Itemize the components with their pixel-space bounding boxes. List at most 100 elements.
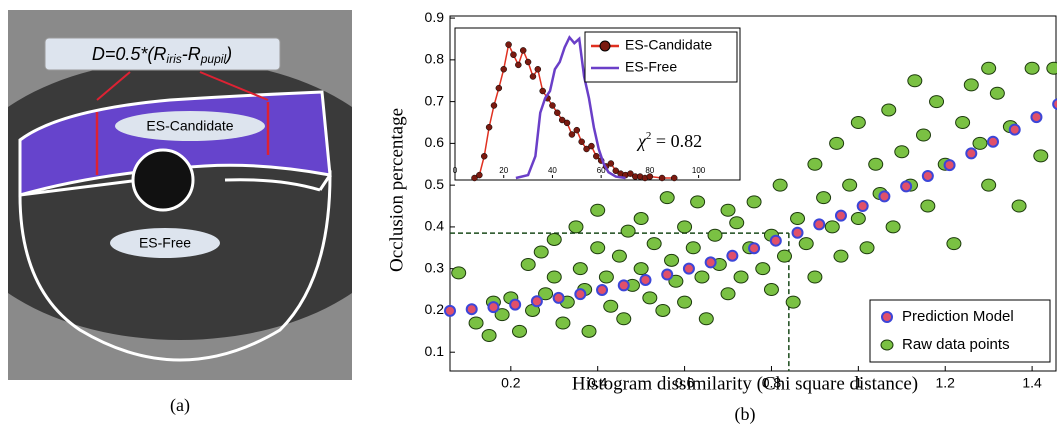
data-point — [1024, 61, 1040, 75]
data-point — [989, 86, 1005, 100]
data-point — [578, 138, 585, 145]
x-tick-label: 20 — [499, 166, 508, 175]
x-tick-label: 40 — [548, 166, 557, 175]
data-point — [593, 153, 600, 160]
data-point — [529, 73, 537, 80]
data-point — [468, 316, 484, 330]
data-point — [972, 136, 988, 150]
x-tick-label: 80 — [645, 166, 654, 175]
data-point — [481, 329, 497, 342]
data-point — [509, 298, 522, 311]
data-point — [546, 232, 562, 246]
plot-area — [449, 15, 1057, 372]
data-point — [646, 237, 662, 251]
data-point — [907, 74, 923, 88]
caption: (b) — [735, 404, 756, 425]
data-point — [554, 109, 561, 116]
data-point — [894, 145, 910, 159]
data-point — [772, 178, 788, 192]
data-point — [816, 191, 832, 205]
data-point — [833, 249, 849, 263]
data-point — [451, 266, 467, 280]
data-point — [834, 209, 847, 222]
data-point — [519, 47, 527, 54]
data-point — [596, 283, 609, 296]
data-point — [763, 283, 779, 297]
data-point — [642, 291, 658, 305]
caption: (a) — [170, 395, 190, 416]
legend — [584, 31, 738, 83]
data-point — [981, 178, 997, 192]
data-point — [471, 174, 478, 182]
data-point — [690, 195, 706, 209]
data-point — [465, 303, 478, 316]
data-point — [900, 180, 913, 193]
y-tick-label: 0.9 — [425, 9, 445, 25]
data-point — [955, 116, 971, 129]
data-point — [530, 295, 543, 308]
data-point — [487, 301, 500, 314]
data-point — [552, 291, 565, 304]
x-tick-label: 0.2 — [501, 375, 521, 391]
data-point — [1046, 61, 1057, 75]
data-point — [682, 262, 695, 275]
data-point — [746, 195, 762, 209]
legend-label: ES-Candidate — [625, 37, 712, 53]
data-point — [963, 78, 979, 92]
data-point — [583, 145, 590, 153]
data-point — [677, 220, 693, 234]
data-point — [500, 66, 507, 73]
data-point — [685, 241, 701, 255]
data-point — [850, 212, 866, 226]
data-point — [538, 287, 554, 301]
data-point — [510, 51, 517, 58]
data-point — [563, 119, 571, 127]
x-tick-label: 0.6 — [675, 375, 695, 391]
data-point — [785, 295, 801, 309]
data-point — [720, 287, 736, 301]
data-point — [850, 116, 866, 129]
formula: D=0.5*(Riris-Rpupil) — [92, 44, 232, 66]
data-point — [698, 312, 714, 326]
y-tick-label: 0.8 — [425, 51, 445, 67]
data-point — [639, 273, 652, 286]
y-axis-label: Occlusion percentage — [386, 108, 407, 272]
data-point — [661, 268, 674, 281]
data-point — [987, 135, 1000, 148]
data-point — [546, 270, 562, 284]
data-point — [670, 174, 678, 182]
data-point — [829, 136, 845, 150]
data-point — [1030, 111, 1043, 124]
data-point — [729, 216, 745, 230]
y-tick-label: 0.2 — [425, 301, 445, 317]
data-point — [581, 324, 597, 338]
data-point — [549, 102, 556, 109]
legend — [869, 299, 1051, 363]
legend-swatch — [881, 311, 893, 323]
legend-swatch — [599, 40, 611, 52]
data-point — [658, 174, 666, 182]
data-point — [694, 270, 710, 284]
data-point — [704, 256, 717, 269]
data-point — [733, 270, 749, 284]
legend-swatch — [880, 339, 894, 351]
data-point — [633, 262, 649, 276]
y-tick-label: 0.4 — [425, 218, 445, 234]
data-point — [859, 241, 875, 255]
data-point — [590, 241, 606, 255]
data-point — [555, 316, 571, 330]
data-point — [558, 116, 566, 124]
data-point — [485, 124, 493, 131]
data-point — [677, 295, 693, 309]
data-line — [515, 35, 626, 180]
data-point — [490, 102, 498, 109]
data-point — [505, 41, 512, 48]
x-axis-label: Histogram dissimilarity (Chi square dist… — [572, 373, 918, 394]
data-point — [920, 199, 936, 213]
data-point — [790, 212, 806, 226]
data-point — [668, 274, 684, 288]
data-point — [588, 142, 595, 150]
data-point — [659, 191, 675, 205]
data-point — [664, 253, 680, 267]
data-point — [655, 303, 671, 317]
